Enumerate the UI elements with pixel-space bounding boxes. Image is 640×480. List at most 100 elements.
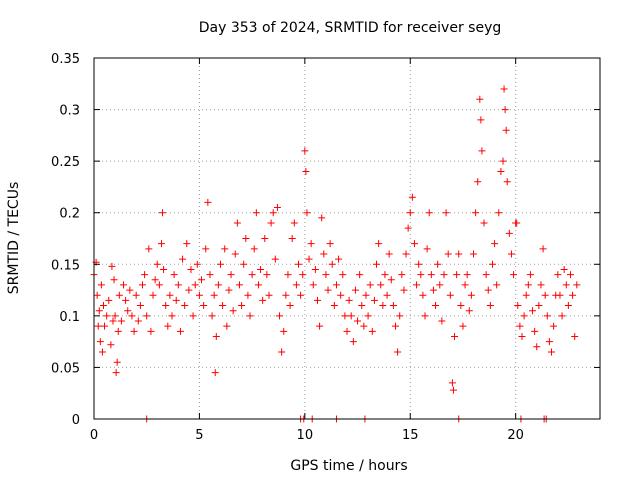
data-point [151, 276, 159, 284]
data-points [90, 85, 581, 423]
data-point [495, 209, 503, 217]
data-point [446, 291, 454, 299]
data-point [558, 312, 566, 320]
data-point [240, 260, 248, 268]
data-point [349, 338, 357, 346]
data-point [432, 302, 440, 310]
data-point [93, 291, 101, 299]
data-point [402, 250, 410, 258]
data-point [303, 209, 311, 217]
data-point [295, 260, 303, 268]
data-point [159, 209, 167, 217]
data-point [164, 322, 172, 330]
data-point [113, 358, 121, 366]
data-point [269, 209, 277, 217]
data-point [330, 302, 338, 310]
data-point [117, 317, 125, 325]
data-point [309, 281, 317, 289]
data-point [101, 322, 109, 330]
data-point [356, 271, 364, 279]
data-point [560, 265, 568, 273]
data-point [381, 271, 389, 279]
data-point [343, 327, 351, 335]
y-tick-label: 0.15 [51, 258, 80, 273]
y-tick-label: 0.35 [51, 52, 80, 67]
data-point [172, 296, 180, 304]
data-point [421, 312, 429, 320]
data-point [145, 245, 153, 253]
data-point [231, 250, 239, 258]
data-point [115, 291, 123, 299]
data-point [217, 260, 224, 268]
data-point [451, 332, 459, 340]
data-point [470, 250, 477, 258]
data-point [261, 235, 269, 242]
data-point [313, 296, 321, 304]
data-point [499, 157, 507, 165]
data-point [170, 271, 178, 279]
data-point [214, 281, 222, 289]
data-point [377, 281, 385, 289]
data-point [463, 271, 471, 279]
x-tick-label: 0 [90, 428, 98, 443]
data-point [434, 260, 442, 268]
data-point [413, 281, 421, 289]
data-point [455, 250, 463, 258]
data-point [179, 255, 187, 263]
data-point [529, 307, 537, 315]
data-point [128, 312, 136, 320]
data-point [96, 338, 104, 346]
data-point [486, 302, 494, 310]
data-point [335, 255, 343, 263]
data-point [299, 271, 307, 279]
data-point [477, 116, 485, 124]
data-point [328, 260, 336, 268]
data-point [518, 332, 526, 340]
data-point [132, 291, 140, 299]
data-point [556, 291, 564, 299]
y-tick-label: 0 [72, 413, 80, 428]
data-point [497, 167, 505, 175]
data-point [370, 296, 378, 304]
data-point [143, 312, 151, 320]
data-point [364, 312, 372, 320]
data-point [244, 291, 252, 299]
data-point [465, 307, 473, 315]
data-point [204, 198, 212, 206]
data-point [510, 271, 518, 279]
data-point [229, 307, 237, 315]
data-point [292, 281, 300, 289]
data-point [554, 271, 562, 279]
data-point [347, 312, 355, 320]
data-point [98, 348, 106, 356]
plot-frame [93, 57, 601, 420]
data-point [533, 343, 541, 351]
data-point [242, 235, 250, 242]
data-point [97, 281, 105, 289]
data-point [394, 348, 402, 356]
data-point [478, 147, 486, 155]
data-point [520, 312, 528, 320]
data-point [453, 271, 461, 279]
data-point [141, 271, 149, 279]
data-point [459, 322, 467, 330]
data-point [474, 178, 482, 186]
data-point [138, 281, 146, 289]
data-point [535, 302, 543, 310]
data-point [297, 291, 305, 299]
data-point [160, 265, 168, 273]
data-point [221, 245, 229, 253]
data-point [326, 240, 334, 248]
data-point [103, 312, 111, 320]
data-point [301, 147, 309, 155]
data-point [149, 291, 157, 299]
data-point [442, 209, 450, 217]
data-point [415, 260, 423, 268]
data-point [427, 271, 435, 279]
y-tick-label: 0.2 [59, 207, 80, 222]
data-point [514, 302, 522, 310]
data-point [351, 286, 359, 294]
data-point [286, 302, 294, 310]
data-point [400, 286, 408, 294]
